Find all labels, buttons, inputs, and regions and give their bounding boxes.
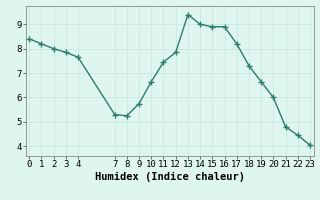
X-axis label: Humidex (Indice chaleur): Humidex (Indice chaleur) — [95, 172, 244, 182]
